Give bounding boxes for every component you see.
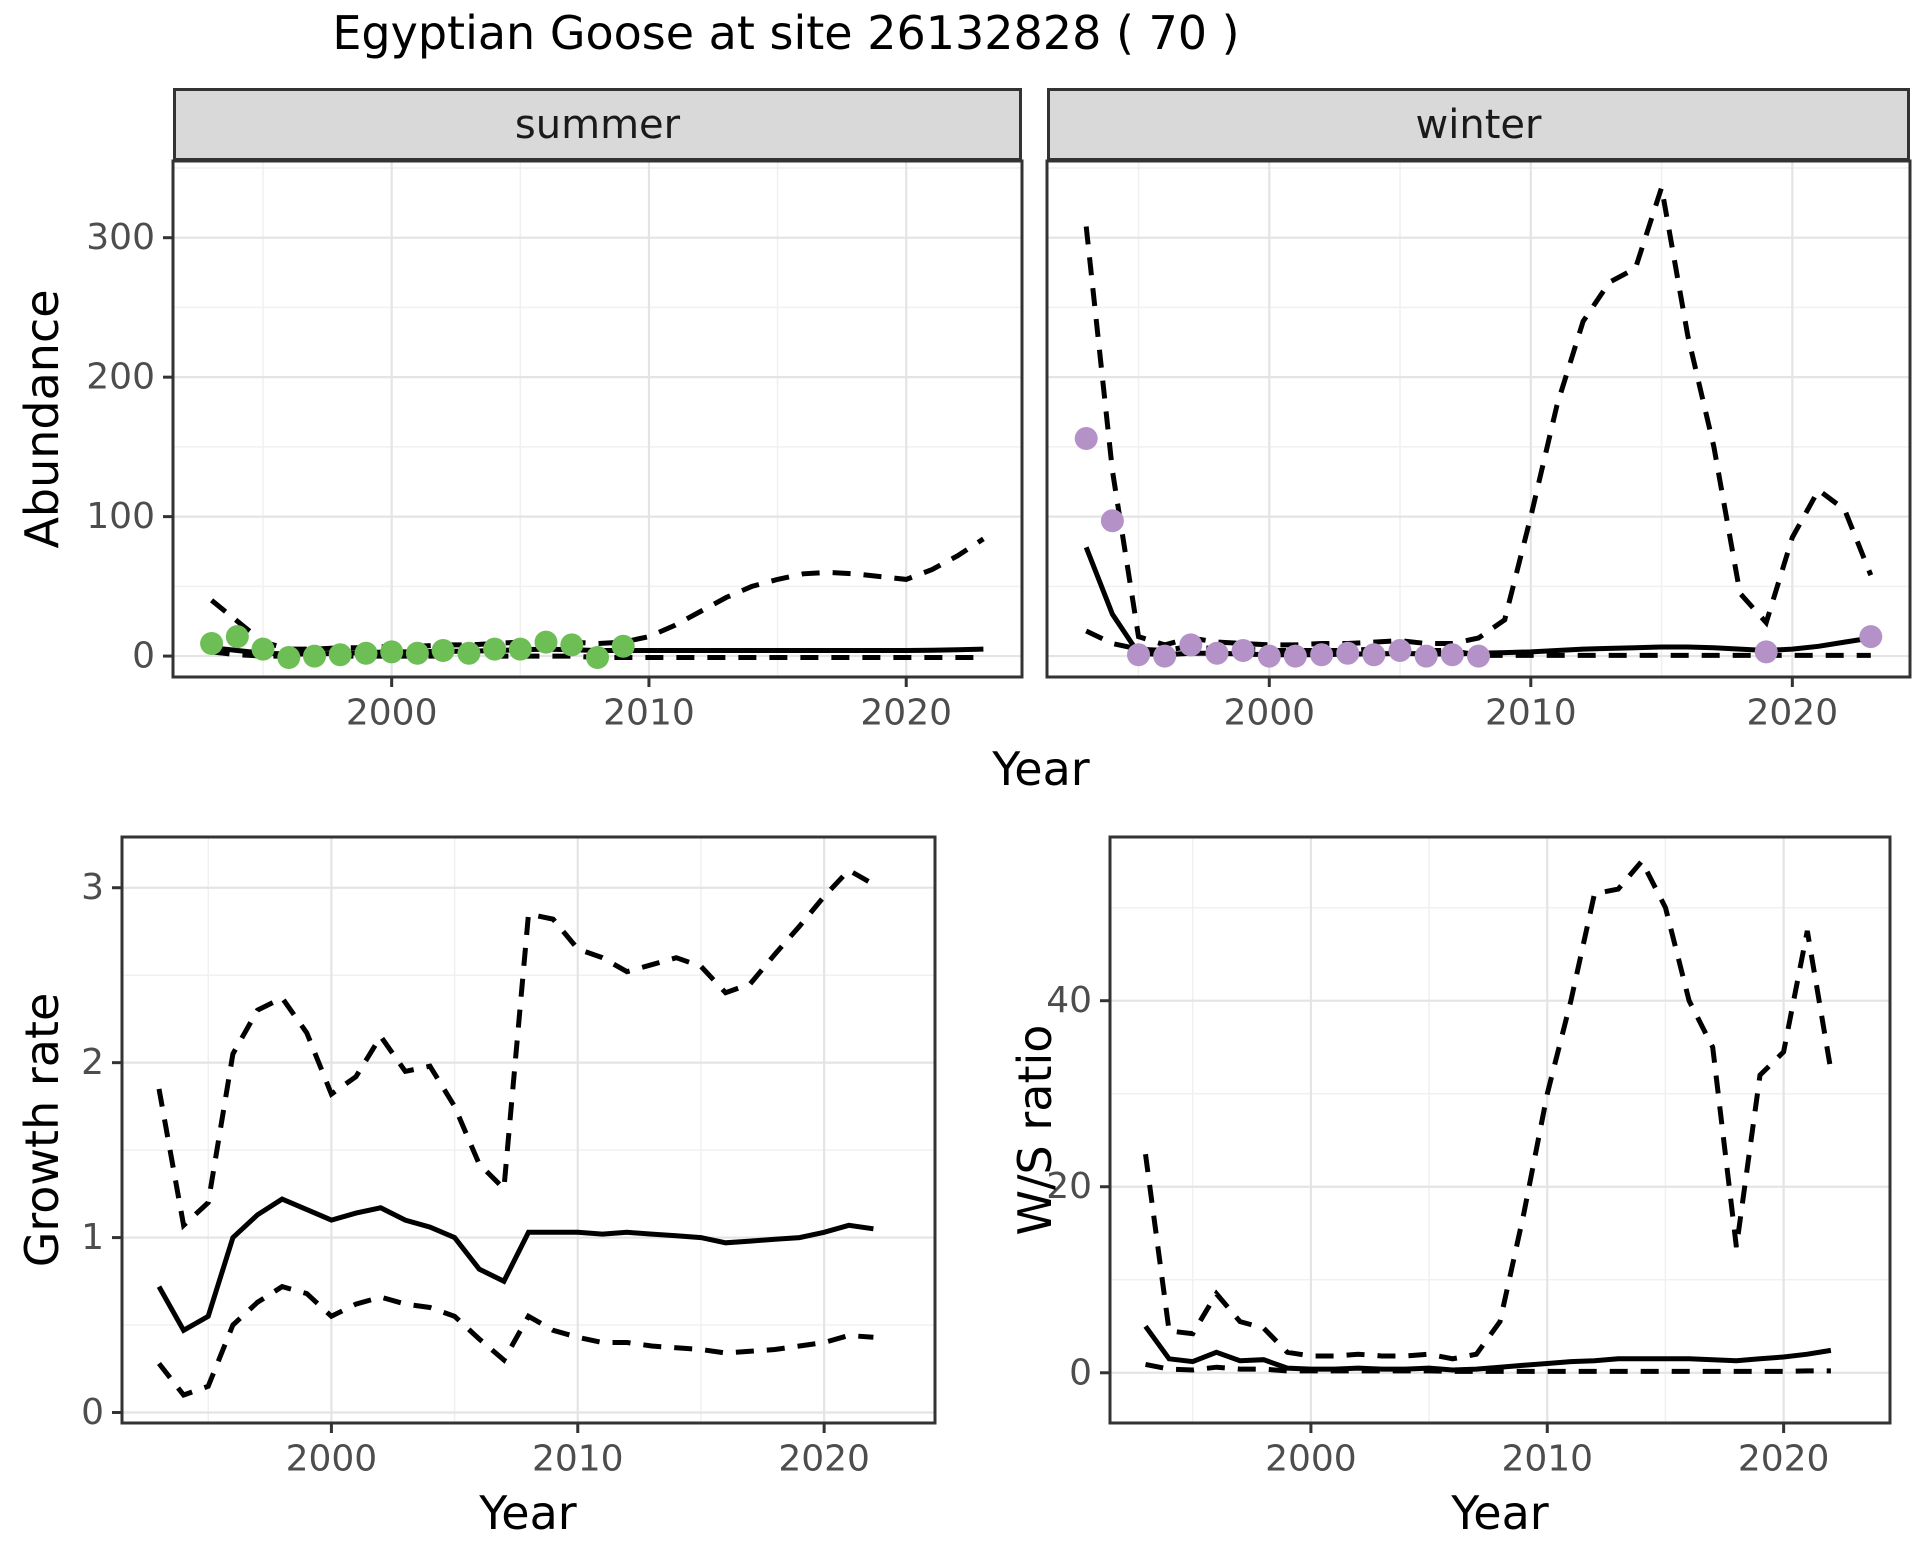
summer-observed-point (200, 632, 224, 655)
summer-observed-point (380, 640, 404, 664)
winter-observed-point (1336, 641, 1360, 665)
summer-observed-point (328, 643, 352, 667)
y-axis-title-growth-rate: Growth rate (15, 992, 69, 1268)
x-tick-label: 2000 (346, 693, 438, 734)
x-tick-label: 2000 (286, 1439, 378, 1480)
summer-observed-point (277, 646, 301, 669)
winter-observed-point (1231, 639, 1255, 662)
growth-lower_ci-line (157, 1283, 874, 1398)
ws-lower_ci-line (1145, 1361, 1831, 1374)
y-tick-label: 0 (1069, 1352, 1092, 1393)
y-tick-label: 2 (81, 1042, 104, 1083)
y-tick-label: 3 (81, 867, 104, 908)
summer-observed-point (354, 641, 378, 665)
summer-observed-point (431, 639, 455, 662)
facet-strip-summer: summer (173, 88, 1022, 161)
ws-fit-line (1143, 1324, 1832, 1373)
summer-observed-point (586, 646, 609, 669)
x-tick-label: 2010 (1485, 693, 1577, 734)
summer-observed-point (508, 637, 532, 661)
y-tick-label: 300 (86, 217, 155, 258)
winter-observed-point (1153, 644, 1177, 668)
winter-observed-point (1467, 644, 1490, 668)
summer-observed-point (483, 637, 507, 661)
summer-observed-point (457, 641, 481, 665)
growth-fit-line (156, 1196, 874, 1334)
facet-strip-winter: winter (1047, 88, 1910, 161)
x-axis-title-year-growth: Year (479, 1486, 577, 1540)
panel-border-summer (171, 159, 1024, 679)
x-tick-label: 2020 (1738, 1439, 1830, 1480)
winter-observed-point (1414, 644, 1438, 668)
winter-observed-point (1440, 643, 1464, 667)
x-axis-title-year-ws: Year (1451, 1486, 1549, 1540)
panel-bg-winter (1047, 161, 1910, 677)
summer-observed-point (405, 641, 429, 665)
panel-bg-summer (173, 161, 1022, 677)
growth-upper_ci-line (156, 867, 875, 1231)
summer-observed-point (534, 630, 558, 654)
winter-observed-point (1179, 633, 1203, 657)
y-tick-label: 40 (1046, 980, 1092, 1021)
y-axis-title-abundance: Abundance (15, 289, 69, 549)
page-title: Egyptian Goose at site 26132828 ( 70 ) (332, 6, 1240, 60)
winter-upper_ci-line (1083, 186, 1874, 648)
winter-observed-point (1257, 644, 1281, 668)
facet-strip-label-summer: summer (514, 101, 681, 148)
summer-observed-point (560, 633, 584, 657)
winter-observed-point (1388, 639, 1412, 662)
y-axis-title-ws-ratio: W/S ratio (1008, 1024, 1062, 1236)
winter-observed-point (1754, 640, 1778, 664)
facet-strip-label-winter: winter (1415, 101, 1542, 148)
x-tick-label: 2020 (860, 693, 952, 734)
x-tick-label: 2000 (1265, 1439, 1357, 1480)
y-tick-label: 1 (81, 1217, 104, 1258)
y-tick-label: 0 (81, 1392, 104, 1433)
panel-border-winter (1045, 159, 1912, 679)
y-tick-label: 200 (86, 357, 155, 398)
summer-observed-point (611, 634, 635, 658)
winter-observed-point (1859, 625, 1883, 649)
summer-observed-point (303, 644, 326, 668)
summer-observed-point (251, 637, 275, 661)
x-axis-title-year-top: Year (992, 742, 1090, 796)
x-tick-label: 2020 (778, 1439, 870, 1480)
panel-border-growth (120, 835, 937, 1425)
y-tick-label: 0 (132, 636, 155, 677)
x-tick-label: 2000 (1223, 693, 1315, 734)
summer-observed-point (225, 625, 249, 649)
winter-observed-point (1205, 641, 1229, 665)
x-tick-label: 2010 (1501, 1439, 1593, 1480)
y-tick-label: 100 (86, 496, 155, 537)
winter-observed-point (1127, 643, 1150, 667)
winter-observed-point (1074, 427, 1098, 450)
winter-observed-point (1100, 509, 1124, 533)
winter-observed-point (1310, 643, 1334, 667)
y-tick-label: 20 (1046, 1166, 1092, 1207)
panel-border-ws (1108, 835, 1892, 1425)
x-tick-label: 2010 (603, 693, 695, 734)
x-tick-label: 2010 (532, 1439, 624, 1480)
ws-upper_ci-line (1143, 856, 1834, 1362)
winter-observed-point (1362, 643, 1386, 667)
panel-bg-ws (1110, 837, 1890, 1423)
winter-observed-point (1283, 644, 1307, 668)
x-tick-label: 2020 (1747, 693, 1839, 734)
